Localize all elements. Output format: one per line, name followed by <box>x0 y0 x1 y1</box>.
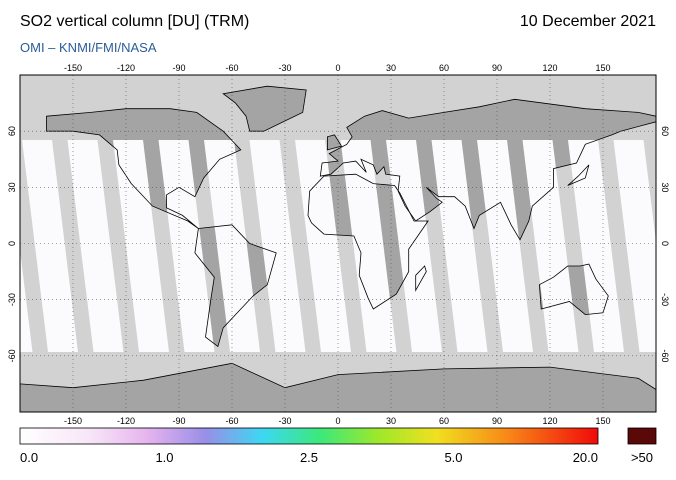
coastline <box>415 265 427 292</box>
orbit-swath <box>22 140 78 352</box>
orbit-swath <box>158 140 215 352</box>
map-frame <box>19 74 657 413</box>
map <box>20 75 656 412</box>
colorbar-label: 2.5 <box>300 450 318 465</box>
lon-label-bottom: 120 <box>542 416 557 426</box>
lon-label-bottom: 90 <box>492 416 502 426</box>
coastline <box>538 263 609 316</box>
lat-label-right: -60 <box>660 349 670 362</box>
orbit-swath <box>113 140 169 352</box>
lon-label-top: 30 <box>386 63 396 73</box>
source: OMI – KNMI/FMI/NASA <box>20 40 157 55</box>
date: 10 December 2021 <box>520 13 656 30</box>
land <box>327 134 342 150</box>
orbit-swath <box>613 140 656 352</box>
colorbar-overflow-label: >50 <box>631 450 653 465</box>
coastline <box>46 108 242 229</box>
lon-label-bottom: -30 <box>278 416 291 426</box>
coastline <box>307 173 429 310</box>
lon-label-top: -150 <box>64 63 82 73</box>
coastline <box>194 224 277 348</box>
orbit-swath <box>431 140 488 352</box>
lat-label-right: 0 <box>660 241 670 246</box>
lon-label-top: 150 <box>595 63 610 73</box>
coastline <box>20 362 656 412</box>
colorbar-label: 1.0 <box>155 450 173 465</box>
lon-label-top: -30 <box>278 63 291 73</box>
land <box>223 86 307 132</box>
lon-label-bottom: 30 <box>386 416 396 426</box>
colorbar <box>19 427 599 445</box>
lat-label-left: -30 <box>7 293 17 306</box>
lon-label-top: -90 <box>172 63 185 73</box>
orbit-swath <box>67 140 124 352</box>
lon-label-bottom: -90 <box>172 416 185 426</box>
lon-label-bottom: -150 <box>64 416 82 426</box>
lat-label-left: -60 <box>7 349 17 362</box>
orbit-swath <box>477 140 533 352</box>
lon-label-bottom: -120 <box>117 416 135 426</box>
lon-label-top: 90 <box>492 63 502 73</box>
lat-label-left: 0 <box>7 241 17 246</box>
lon-label-top: 120 <box>542 63 557 73</box>
title: SO2 vertical column [DU] (TRM) <box>20 13 249 30</box>
coastline <box>567 164 590 186</box>
lat-label-right: 60 <box>660 126 670 136</box>
lat-label-right: -30 <box>660 293 670 306</box>
coastline <box>326 134 343 151</box>
orbit-swath <box>568 140 624 352</box>
lon-label-top: -60 <box>225 63 238 73</box>
lon-label-bottom: 60 <box>439 416 449 426</box>
lat-label-left: 60 <box>7 126 17 136</box>
colorbar-overflow <box>627 427 657 445</box>
lon-label-bottom: 0 <box>335 416 340 426</box>
lat-label-right: 30 <box>660 182 670 192</box>
lon-label-top: 0 <box>335 63 340 73</box>
lon-label-top: 60 <box>439 63 449 73</box>
colorbar-label: 0.0 <box>20 450 38 465</box>
orbit-swath <box>522 140 579 352</box>
coastline <box>319 98 656 241</box>
lon-label-bottom: -60 <box>225 416 238 426</box>
lat-label-left: 30 <box>7 182 17 192</box>
orbit-swath <box>20 250 33 352</box>
orbit-swath <box>340 140 397 352</box>
orbit-swath <box>295 140 351 352</box>
lon-label-bottom: 150 <box>595 416 610 426</box>
orbit-swath <box>249 140 306 352</box>
lon-label-top: -120 <box>117 63 135 73</box>
colorbar-label: 20.0 <box>573 450 598 465</box>
coastline <box>222 85 307 132</box>
colorbar-label: 5.0 <box>444 450 462 465</box>
orbit-swath <box>204 140 260 352</box>
